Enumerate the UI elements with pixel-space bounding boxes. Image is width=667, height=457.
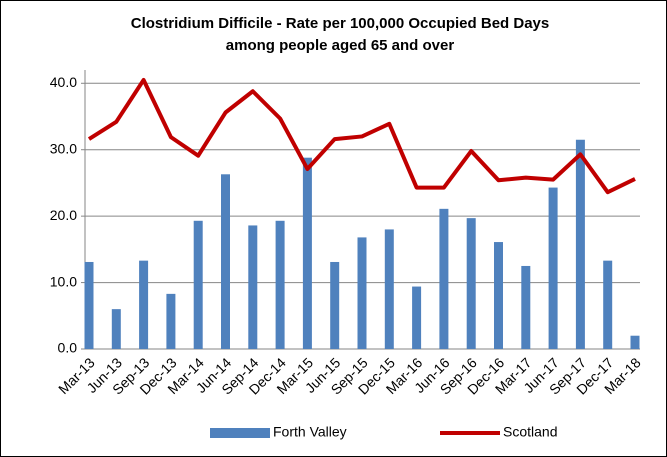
bar (275, 220, 285, 349)
bar (439, 208, 449, 349)
bar (166, 293, 176, 349)
bar (494, 242, 503, 349)
bar (84, 261, 94, 349)
bar (357, 237, 367, 349)
chart-title: among people aged 65 and over (226, 37, 455, 54)
bar (630, 335, 640, 349)
bar (603, 260, 613, 349)
legend-label: Forth Valley (273, 424, 347, 440)
y-tick-label: 40.0 (50, 74, 77, 90)
bar (193, 220, 203, 349)
y-tick-label: 30.0 (50, 140, 77, 156)
bar (521, 265, 531, 349)
bar (139, 260, 149, 349)
bar (111, 309, 121, 349)
y-tick-label: 20.0 (50, 207, 77, 223)
bar (384, 229, 394, 349)
legend-swatch (210, 428, 270, 438)
bar (575, 139, 585, 349)
line (87, 77, 636, 195)
bar (466, 218, 476, 349)
y-tick-label: 0.0 (58, 340, 78, 356)
y-tick-label: 10.0 (50, 273, 77, 289)
bar (221, 174, 230, 349)
bar (412, 286, 422, 349)
chart-title: Clostridium Difficile - Rate per 100,000… (131, 15, 549, 32)
bar (248, 225, 258, 349)
bar (330, 261, 340, 349)
legend-label: Scotland (503, 424, 557, 440)
bar (302, 157, 312, 349)
bar (548, 187, 558, 349)
